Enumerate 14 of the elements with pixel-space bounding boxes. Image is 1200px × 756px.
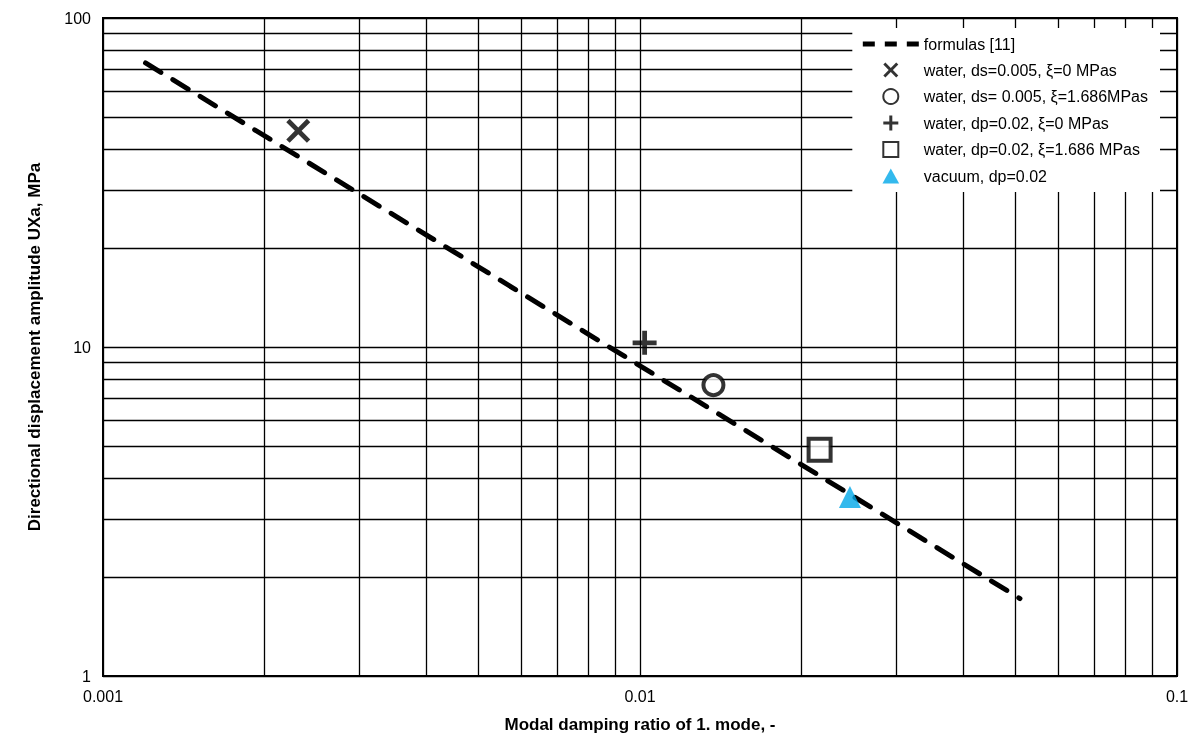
legend-label: water, ds= 0.005, ξ=1.686MPas <box>922 88 1149 106</box>
y-tick-label: 1 <box>82 667 92 685</box>
y-tick-label: 100 <box>64 9 92 27</box>
y-tick-label: 10 <box>73 338 92 356</box>
legend-label: formulas [11] <box>923 35 1016 53</box>
y-axis-title: Directional displacement amplitude UXa, MPa <box>25 162 44 532</box>
legend-label: water, dp=0.02, ξ=0 MPas <box>922 114 1109 133</box>
legend-label: vacuum, dp=0.02 <box>923 167 1048 185</box>
x-axis-title: Modal damping ratio of 1. mode, - <box>504 715 776 734</box>
legend-label: water, dp=0.02, ξ=1.686 MPas <box>922 141 1141 159</box>
x-tick-label: 0.1 <box>1165 687 1189 705</box>
x-tick-label: 0.001 <box>82 687 124 705</box>
x-tick-label: 0.01 <box>624 687 656 705</box>
legend-label: water, ds=0.005, ξ=0 MPas <box>922 61 1117 80</box>
